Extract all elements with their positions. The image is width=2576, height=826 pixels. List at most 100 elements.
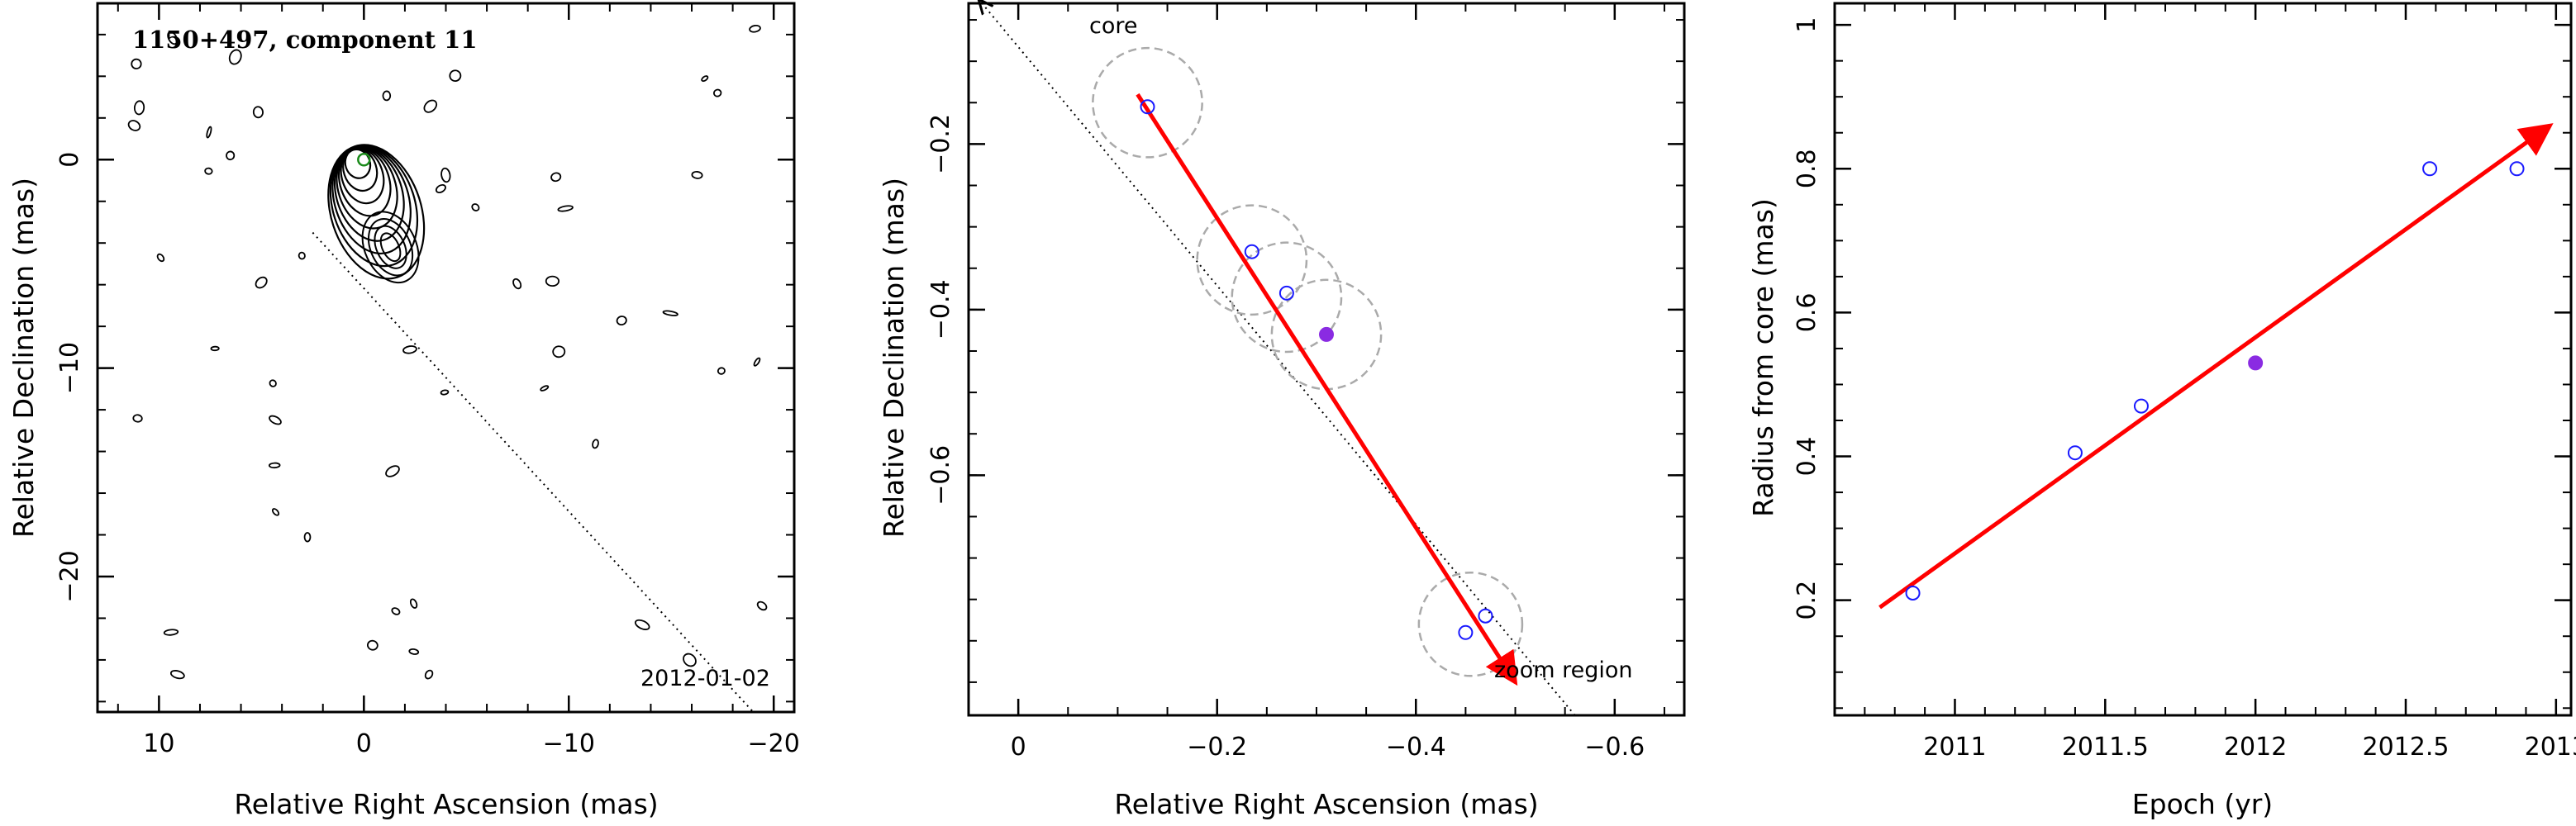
noise-contour <box>701 75 709 83</box>
noise-contour <box>132 414 143 423</box>
noise-contour <box>616 316 627 326</box>
p1-frame <box>96 2 796 714</box>
y-tick-label: 0.2 <box>1793 581 1821 620</box>
jet-contour <box>379 232 402 263</box>
p2-xlabel: Relative Right Ascension (mas) <box>1114 788 1538 820</box>
data-point <box>2509 161 2525 177</box>
noise-contour <box>409 598 418 609</box>
data-point <box>1278 285 1294 301</box>
noise-contour <box>127 120 141 131</box>
jet-contour <box>368 218 414 277</box>
p2-zoom-label: zoom region <box>1494 657 1632 683</box>
y-tick-label: 0.8 <box>1793 149 1821 188</box>
p2-core-label: core <box>1089 13 1137 39</box>
p2-frame <box>967 2 1686 717</box>
noise-contour <box>662 310 679 316</box>
noise-contour <box>210 345 220 352</box>
noise-contour <box>540 385 550 392</box>
noise-contour <box>592 439 599 449</box>
jet-contour <box>361 211 420 284</box>
noise-contour <box>366 639 379 651</box>
p1-date-label: 2012-01-02 <box>640 666 770 691</box>
noise-contour <box>298 251 306 260</box>
core-marker <box>357 153 371 167</box>
noise-contour <box>133 100 145 116</box>
jet-contour <box>374 225 407 269</box>
noise-contour <box>753 357 761 367</box>
panel-radius-epoch: 2011 2011.5 2012 2012.5 2013 0.2 0.4 0.6 0.8 1 Ep… <box>1747 2 2576 820</box>
x-tick-label: 2013 <box>2525 733 2576 762</box>
p3-frame <box>1833 2 2573 717</box>
noise-contour <box>402 345 417 354</box>
noise-contour <box>167 31 179 45</box>
x-tick-label: 10 <box>143 729 174 758</box>
noise-contour <box>156 253 165 263</box>
data-point <box>1478 608 1493 624</box>
p1-ylabel: Relative Declination (mas) <box>7 178 40 538</box>
data-point <box>2067 445 2083 461</box>
noise-contour <box>303 532 312 543</box>
p1-source-contours <box>327 144 426 284</box>
y-tick-label: −0.6 <box>926 445 955 506</box>
noise-contour <box>206 126 212 139</box>
y-tick-label: −0.2 <box>926 114 955 174</box>
noise-contour <box>749 24 761 33</box>
x-tick-label: 0 <box>356 729 372 758</box>
noise-contour <box>552 345 566 358</box>
highlight-point <box>1319 326 1334 342</box>
noise-contour <box>131 58 142 70</box>
noise-contour <box>408 648 420 655</box>
p2-ylabel: Relative Declination (mas) <box>878 178 910 538</box>
p1-title: 1150+497, component 11 <box>132 26 478 54</box>
noise-contour <box>683 653 697 667</box>
p1-xlabel: Relative Right Ascension (mas) <box>234 788 658 820</box>
panel-contour-map: 10 0 −10 −200−10−20 1150+497, component 11 … <box>7 2 800 820</box>
x-tick-label: −20 <box>748 729 800 758</box>
x-tick-label: −10 <box>543 729 595 758</box>
noise-contour <box>424 669 434 680</box>
x-tick-label: 2012.5 <box>2362 733 2449 762</box>
x-tick-label: 0 <box>1011 733 1026 762</box>
noise-contour <box>557 205 574 212</box>
noise-contour <box>691 170 703 179</box>
data-point <box>2422 161 2438 177</box>
noise-contour <box>712 88 722 97</box>
noise-contour <box>449 69 462 82</box>
y-tick-label: 0 <box>55 152 84 168</box>
p3-ylabel: Radius from core (mas) <box>1747 198 1779 517</box>
y-tick-label: −20 <box>55 550 84 602</box>
noise-contour <box>440 167 451 183</box>
noise-contour <box>756 601 768 611</box>
y-tick-label: −10 <box>55 342 84 394</box>
error-circle <box>1417 571 1524 677</box>
noise-contour <box>228 49 242 65</box>
noise-contour <box>204 167 213 175</box>
data-point <box>1140 99 1155 115</box>
noise-contour <box>717 367 726 375</box>
noise-contour <box>271 508 280 516</box>
noise-contour <box>512 278 522 290</box>
noise-contour <box>252 106 264 119</box>
x-tick-label: −0.2 <box>1187 733 1247 762</box>
p3-xlabel: Epoch (yr) <box>2132 788 2273 820</box>
p3-data-points <box>1905 161 2525 601</box>
noise-contour <box>255 276 268 289</box>
noise-contour <box>550 172 562 183</box>
p2-fit-arrow <box>1136 93 1518 686</box>
noise-contour <box>385 465 400 477</box>
error-circle <box>1231 241 1343 354</box>
y-tick-label: −0.4 <box>926 279 955 339</box>
p1-jet-direction-line <box>312 231 755 713</box>
noise-contour <box>634 619 650 630</box>
noise-contour <box>268 462 281 469</box>
noise-contour <box>435 183 446 193</box>
x-tick-label: 2011.5 <box>2062 733 2149 762</box>
y-tick-label: 0.6 <box>1793 293 1821 333</box>
x-tick-label: 2012 <box>2224 733 2287 762</box>
x-tick-label: 2011 <box>1923 733 1986 762</box>
noise-contour <box>423 99 438 113</box>
noise-contour <box>226 150 236 161</box>
y-tick-label: 1 <box>1793 17 1821 33</box>
highlight-point <box>2248 355 2264 371</box>
